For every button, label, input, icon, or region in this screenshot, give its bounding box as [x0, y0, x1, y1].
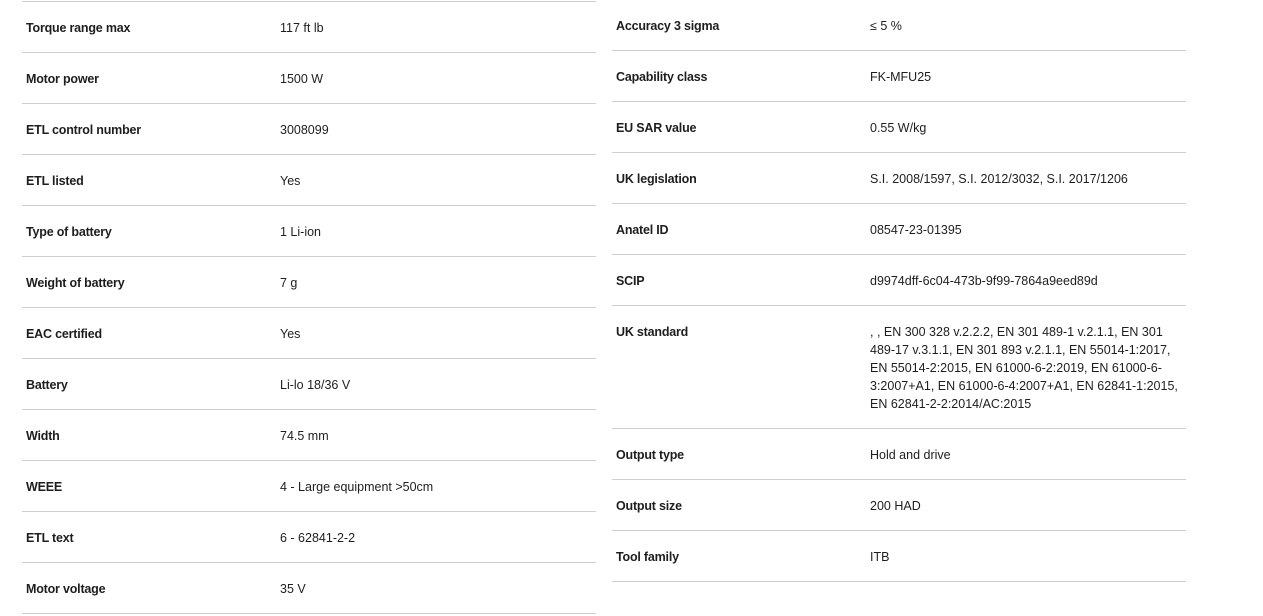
spec-row: ETL control number 3008099 — [22, 104, 596, 155]
spec-value: Hold and drive — [870, 448, 951, 462]
spec-value: 117 ft lb — [280, 21, 324, 35]
spec-row: ETL text 6 - 62841-2-2 — [22, 512, 596, 563]
spec-row: Accuracy 3 sigma ≤ 5 % — [612, 0, 1186, 51]
spec-row: Capability class FK-MFU25 — [612, 51, 1186, 102]
spec-value: 6 - 62841-2-2 — [280, 531, 356, 545]
spec-value: Yes — [280, 174, 301, 188]
spec-label: Capability class — [616, 70, 708, 84]
spec-label: SCIP — [616, 274, 645, 288]
spec-row: SCIP d9974dff-6c04-473b-9f99-7864a9eed89d — [612, 255, 1186, 306]
spec-label: Type of battery — [26, 225, 112, 239]
spec-label: UK standard — [616, 325, 689, 339]
spec-label: ETL listed — [26, 174, 84, 188]
spec-row: Motor voltage 35 V — [22, 563, 596, 614]
spec-row: Output type Hold and drive — [612, 429, 1186, 480]
spec-label: ETL text — [26, 531, 74, 545]
spec-value: 1 Li-ion — [280, 225, 321, 239]
spec-value: S.I. 2008/1597, S.I. 2012/3032, S.I. 201… — [870, 172, 1128, 186]
spec-label: UK legislation — [616, 172, 697, 186]
spec-row: EU SAR value 0.55 W/kg — [612, 102, 1186, 153]
spec-label: Output type — [616, 448, 684, 462]
spec-value: ≤ 5 % — [870, 19, 902, 33]
spec-label: EAC certified — [26, 327, 102, 341]
spec-value: 7 g — [280, 276, 298, 290]
spec-value: Yes — [280, 327, 301, 341]
spec-value: d9974dff-6c04-473b-9f99-7864a9eed89d — [870, 274, 1098, 288]
spec-row: Tool family ITB — [612, 531, 1186, 582]
spec-row: Width 74.5 mm — [22, 410, 596, 461]
spec-label: EU SAR value — [616, 121, 697, 135]
spec-row: Torque range max 117 ft lb — [22, 2, 596, 53]
spec-label: Torque range max — [26, 21, 131, 35]
spec-value: 200 HAD — [870, 499, 921, 513]
spec-label: Battery — [26, 378, 68, 392]
spec-value: 1500 W — [280, 72, 324, 86]
spec-table-left: Torque range max 117 ft lb Motor power 1500… — [22, 1, 596, 614]
spec-label: Motor voltage — [26, 582, 106, 596]
spec-row: Weight of battery 7 g — [22, 257, 596, 308]
spec-value: , , EN 300 328 v.2.2.2, EN 301 489-1 v.2… — [870, 325, 1178, 411]
spec-row: WEEE 4 - Large equipment >50cm — [22, 461, 596, 512]
spec-label: Accuracy 3 sigma — [616, 19, 720, 33]
spec-label: Weight of battery — [26, 276, 125, 290]
spec-row: ETL listed Yes — [22, 155, 596, 206]
spec-row: Battery Li-lo 18/36 V — [22, 359, 596, 410]
spec-label: Width — [26, 429, 60, 443]
spec-row: Output size 200 HAD — [612, 480, 1186, 531]
spec-row: UK standard , , EN 300 328 v.2.2.2, EN 30… — [612, 306, 1186, 429]
spec-value: FK-MFU25 — [870, 70, 932, 84]
spec-label: Tool family — [616, 550, 679, 564]
spec-value: 74.5 mm — [280, 429, 329, 443]
spec-label: Anatel ID — [616, 223, 669, 237]
spec-value: 0.55 W/kg — [870, 121, 927, 135]
spec-value: 35 V — [280, 582, 306, 596]
spec-row: Type of battery 1 Li-ion — [22, 206, 596, 257]
spec-row: EAC certified Yes — [22, 308, 596, 359]
spec-label: WEEE — [26, 480, 63, 494]
spec-table-right: Accuracy 3 sigma ≤ 5 % Capability class FK-… — [612, 0, 1186, 582]
spec-value: ITB — [870, 550, 890, 564]
spec-label: ETL control number — [26, 123, 141, 137]
spec-row: UK legislation S.I. 2008/1597, S.I. 2012/… — [612, 153, 1186, 204]
spec-label: Motor power — [26, 72, 99, 86]
spec-row: Anatel ID 08547-23-01395 — [612, 204, 1186, 255]
spec-value: 4 - Large equipment >50cm — [280, 480, 434, 494]
spec-row: Motor power 1500 W — [22, 53, 596, 104]
spec-value: 08547-23-01395 — [870, 223, 962, 237]
spec-value: Li-lo 18/36 V — [280, 378, 351, 392]
spec-label: Output size — [616, 499, 682, 513]
spec-value: 3008099 — [280, 123, 329, 137]
